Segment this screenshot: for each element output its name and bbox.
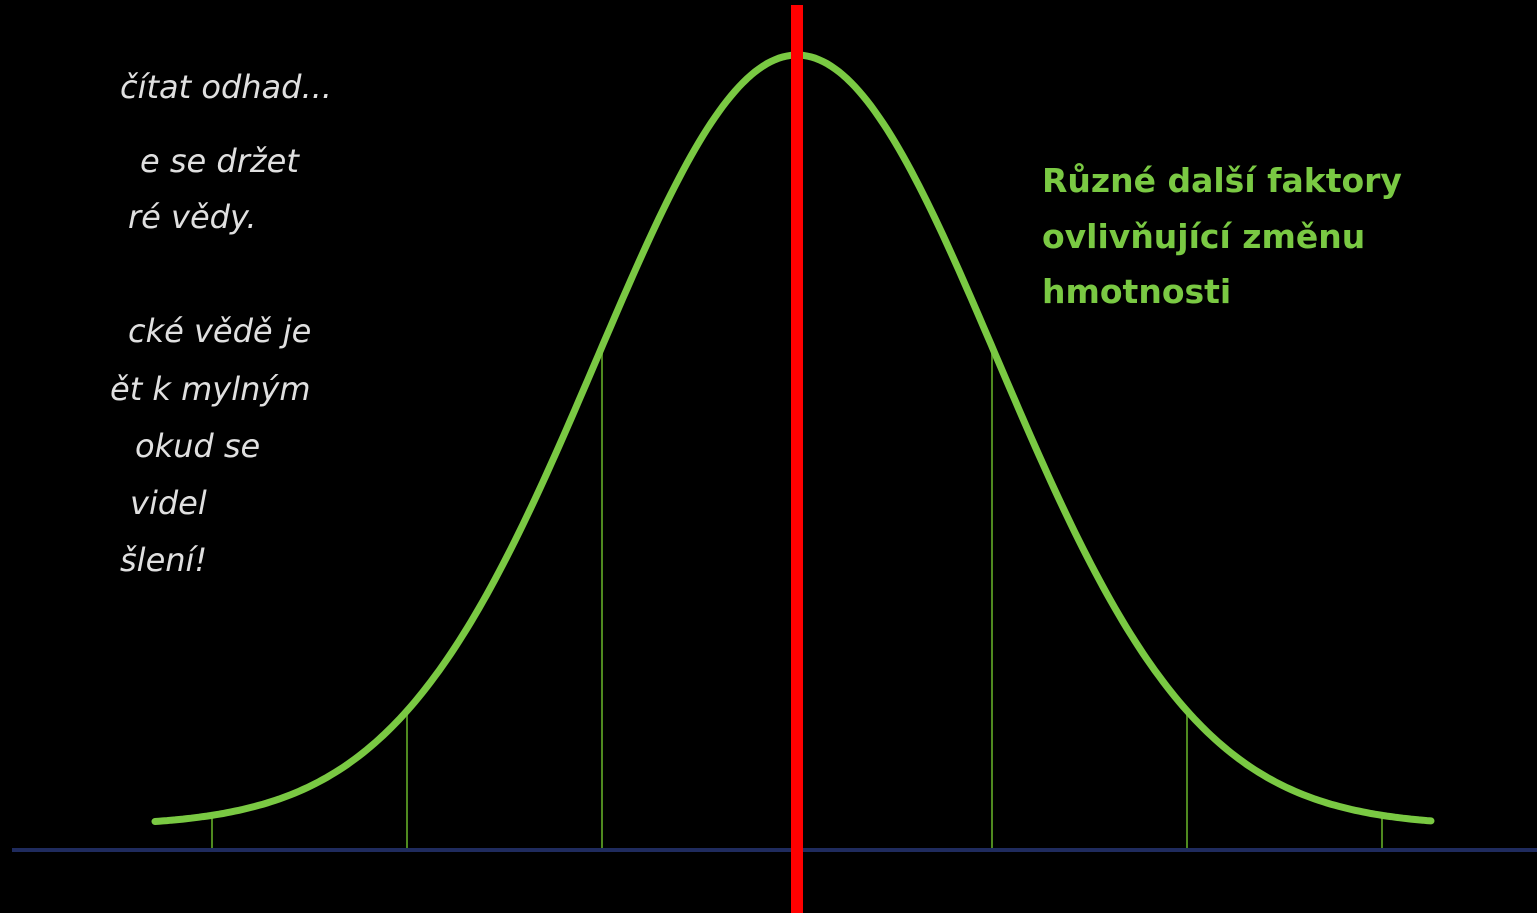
left-text-line: čítat odhad... — [120, 68, 332, 106]
left-text-line: ré vědy. — [128, 198, 257, 236]
right-text-line: hmotnosti — [1042, 272, 1231, 311]
left-text-line: ět k mylným — [110, 370, 311, 408]
left-text-line: e se držet — [140, 142, 300, 180]
mean-line — [791, 5, 803, 913]
right-text-line: Různé další faktory — [1042, 161, 1402, 200]
left-text-line: cké vědě je — [128, 312, 311, 350]
right-text-line: ovlivňující změnu — [1042, 217, 1365, 256]
left-text-line: okud se — [135, 427, 260, 465]
left-text-line: šlení! — [120, 541, 207, 579]
left-text-line: videl — [130, 484, 207, 522]
